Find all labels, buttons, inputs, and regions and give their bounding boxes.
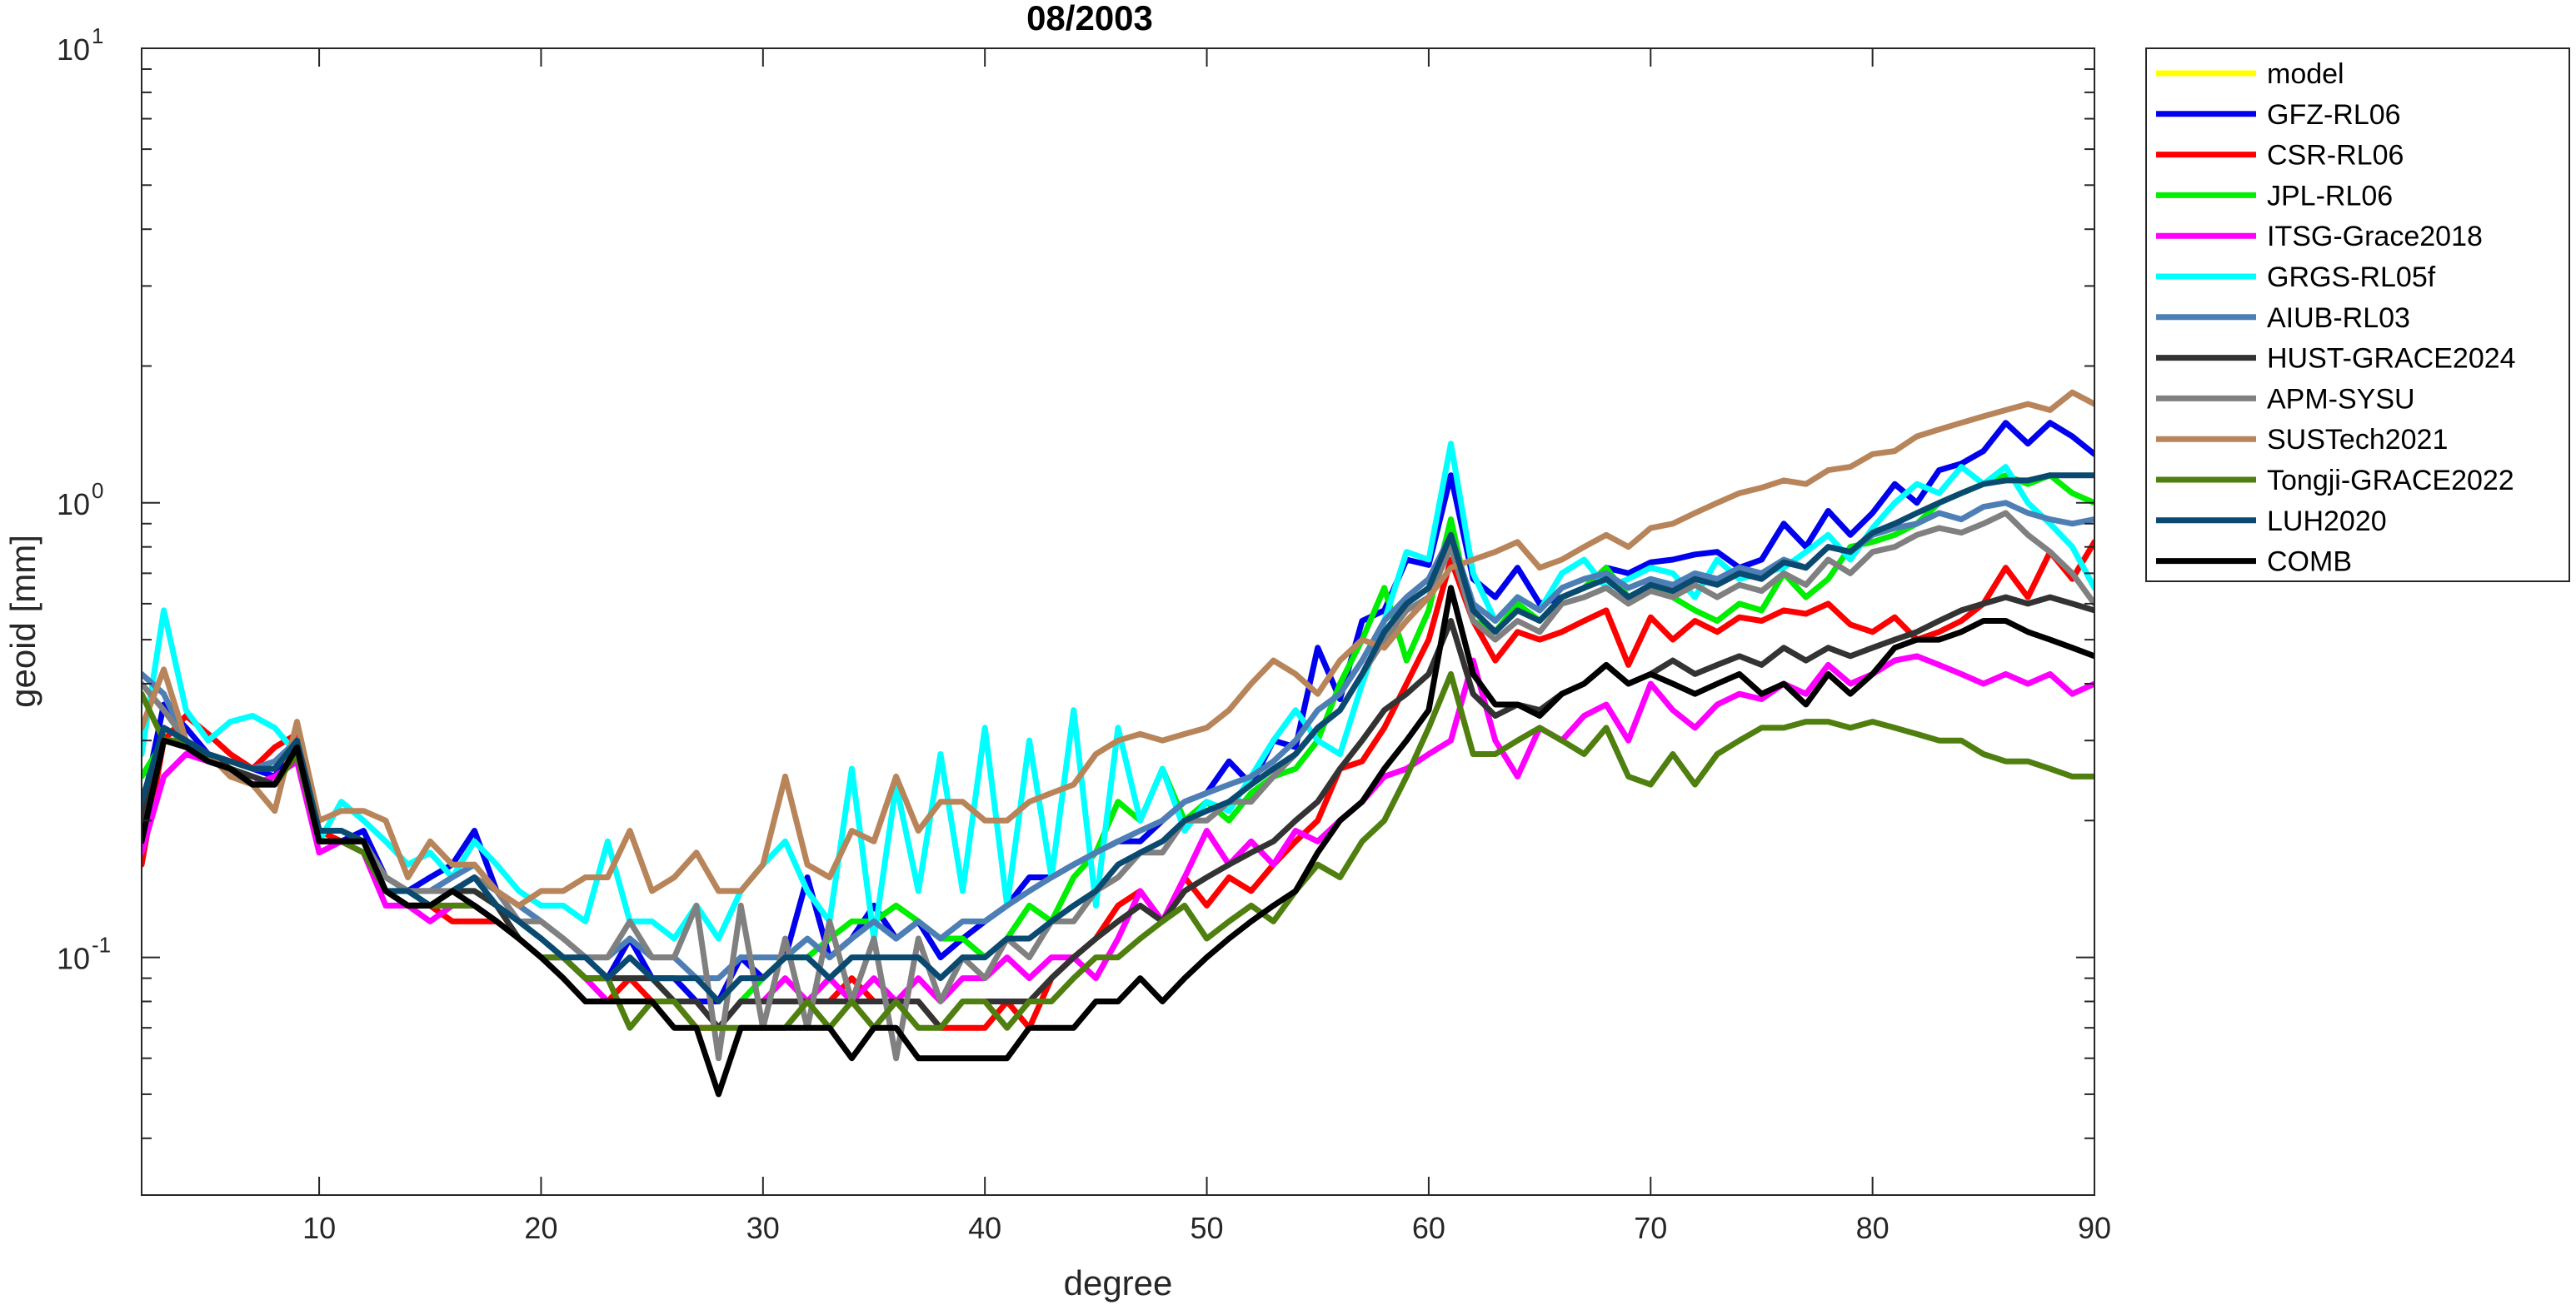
y-tick-label: 10 bbox=[57, 942, 90, 976]
y-tick-exponent: 1 bbox=[92, 23, 103, 48]
x-tick-label: 70 bbox=[1634, 1211, 1667, 1245]
series-line-csr-rl06 bbox=[142, 539, 2094, 1031]
x-tick-label: 30 bbox=[746, 1211, 780, 1245]
series-line-tongji-grace2022 bbox=[142, 670, 2094, 1031]
x-tick-label: 40 bbox=[968, 1211, 1001, 1245]
x-tick-label: 20 bbox=[524, 1211, 557, 1245]
chart-title: 08/2003 bbox=[1026, 0, 1153, 37]
legend-label: Tongji-GRACE2022 bbox=[2267, 465, 2514, 496]
legend-label: CSR-RL06 bbox=[2267, 140, 2404, 172]
legend-label: AIUB-RL03 bbox=[2267, 302, 2410, 334]
series-line-aiub-rl03 bbox=[142, 500, 2094, 982]
x-tick-label: 80 bbox=[1856, 1211, 1890, 1245]
series-line-luh2020 bbox=[142, 472, 2094, 1004]
x-tick-label: 10 bbox=[302, 1211, 336, 1245]
legend-label: SUSTech2021 bbox=[2267, 424, 2448, 456]
y-axis-label: geoid [mm] bbox=[3, 535, 42, 708]
x-tick-label: 90 bbox=[2078, 1211, 2111, 1245]
y-tick-exponent: 0 bbox=[92, 478, 103, 503]
x-axis-label: degree bbox=[1064, 1263, 1173, 1303]
y-tick-label: 10 bbox=[57, 32, 90, 67]
series-line-sustech2021 bbox=[142, 389, 2094, 909]
legend-label: APM-SYSU bbox=[2267, 383, 2415, 415]
legend-label: LUH2020 bbox=[2267, 506, 2387, 537]
y-tick-label: 10 bbox=[57, 487, 90, 521]
series-line-hust-grace2024 bbox=[142, 594, 2094, 1031]
legend-label: GFZ-RL06 bbox=[2267, 99, 2401, 131]
series-line-comb bbox=[142, 585, 2094, 1098]
x-tick-label: 60 bbox=[1412, 1211, 1445, 1245]
legend-label: HUST-GRACE2024 bbox=[2267, 343, 2516, 375]
legend-label: ITSG-Grace2018 bbox=[2267, 221, 2483, 252]
legend-label: COMB bbox=[2267, 546, 2352, 578]
legend-label: model bbox=[2267, 58, 2344, 90]
legend: model GFZ-RL06 CSR-RL06 JPL-RL06 ITSG-Grace2… bbox=[2145, 47, 2570, 582]
y-tick-exponent: -1 bbox=[92, 933, 111, 958]
plot-frame bbox=[141, 47, 2095, 1196]
legend-label: JPL-RL06 bbox=[2267, 180, 2393, 212]
x-tick-label: 50 bbox=[1191, 1211, 1224, 1245]
legend-label: GRGS-RL05f bbox=[2267, 261, 2436, 293]
